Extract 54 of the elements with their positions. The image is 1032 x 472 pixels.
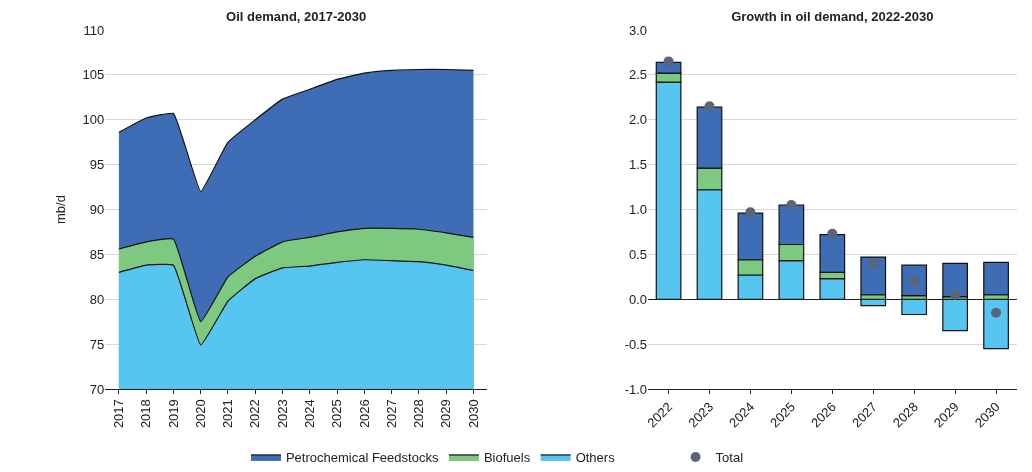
point: [868, 258, 879, 269]
y-axis-title: mb/d: [52, 195, 68, 224]
chart-title: Oil demand, 2017-2030: [226, 8, 367, 24]
y-tick-label: 80: [89, 291, 105, 307]
bar: [901, 264, 928, 297]
y-tick-label: 0.0: [629, 291, 648, 307]
y-tick-label: 90: [89, 202, 105, 218]
bar: [983, 261, 1009, 296]
y-tick-label: -0.5: [624, 336, 648, 352]
point: [786, 200, 797, 211]
legend-label: Total: [715, 450, 744, 466]
x-tick-label: 2018: [138, 399, 154, 429]
y-tick-label: 2.5: [629, 67, 648, 83]
y-tick-label: 85: [89, 246, 105, 262]
x-tick-label: 2017: [111, 399, 127, 429]
point: [663, 56, 674, 67]
y-tick-label: 2.0: [629, 112, 648, 128]
legend-label: Others: [575, 450, 616, 466]
y-tick-label: 3.0: [629, 22, 648, 38]
x-tick-label: 2021: [220, 399, 236, 429]
y-tick-label: 0.5: [629, 246, 648, 262]
y-tick-label: 110: [83, 22, 105, 38]
point: [827, 228, 838, 239]
bar: [901, 298, 928, 316]
x-tick-label: 2030: [465, 399, 481, 429]
chart-title: Growth in oil demand, 2022-2030: [731, 8, 934, 24]
y-tick-label: 100: [82, 112, 105, 128]
x-tick-label: 2027: [383, 399, 399, 429]
point: [991, 307, 1002, 318]
y-tick-label: 1.0: [629, 202, 648, 218]
x-tick-label: 2024: [302, 399, 318, 429]
x-tick-label: 2029: [438, 399, 454, 429]
point: [950, 289, 961, 300]
point: [745, 207, 756, 218]
y-tick-label: 105: [82, 67, 105, 83]
legend-label: Biofuels: [483, 450, 531, 466]
point: [704, 101, 715, 112]
y-tick-label: 70: [89, 381, 105, 397]
bar: [983, 298, 1009, 350]
x-tick-label: 2028: [411, 399, 427, 429]
legend-label: Petrochemical Feedstocks: [285, 450, 439, 466]
x-tick-label: 2023: [274, 399, 290, 429]
x-tick-label: 2022: [247, 399, 263, 429]
x-tick-label: 2026: [356, 399, 372, 429]
y-tick-label: 75: [89, 336, 105, 352]
x-tick-label: 2025: [329, 399, 345, 429]
y-tick-label: 1.5: [629, 157, 648, 173]
x-tick-label: 2020: [192, 399, 208, 429]
x-tick-label: 2019: [165, 399, 181, 429]
bar: [942, 298, 968, 332]
bar: [860, 256, 887, 296]
bar: [942, 262, 968, 298]
y-tick-label: -1.0: [624, 381, 648, 397]
y-tick-label: 95: [89, 157, 105, 173]
